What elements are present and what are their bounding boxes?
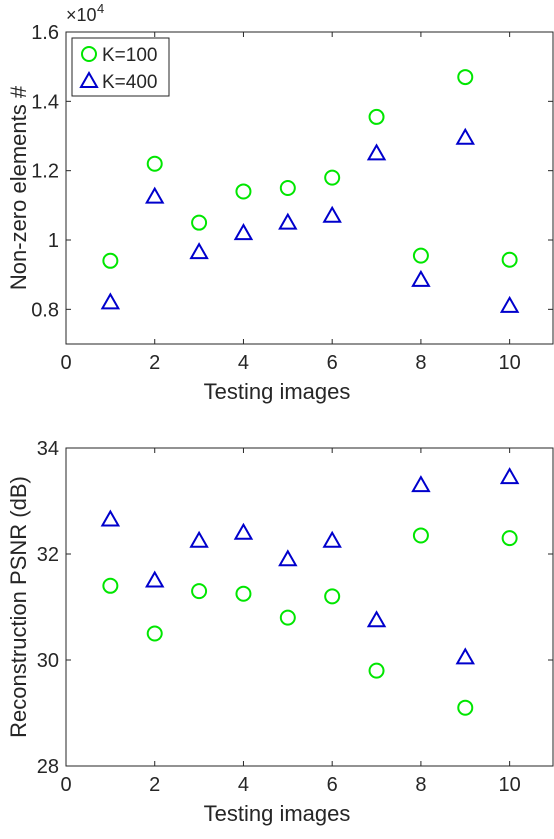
x-tick-label: 10 [499, 352, 521, 374]
data-point [457, 69, 474, 86]
legend-marker [81, 46, 97, 62]
y-tick-label: 34 [37, 438, 59, 460]
exponent-power: 4 [97, 1, 104, 16]
legend: K=100 K=400 [71, 37, 170, 97]
x-tick-label: 10 [499, 774, 521, 796]
y-tick-label: 1.2 [31, 161, 59, 183]
series-1 [102, 69, 518, 269]
data-point [145, 570, 165, 588]
data-point [412, 527, 429, 544]
data-point [322, 205, 342, 223]
data-point [191, 583, 208, 600]
x-tick-label: 8 [415, 774, 426, 796]
data-point [146, 625, 163, 642]
data-point [145, 186, 165, 204]
x-tick-label: 6 [327, 774, 338, 796]
data-point [278, 549, 298, 567]
data-point [501, 251, 518, 268]
y-tick-label: 28 [37, 756, 59, 778]
data-point [102, 252, 119, 269]
chart-panel-2: 0 2 4 6 8 10 28 30 32 34 Testing images Reconstruct… [6, 438, 554, 826]
series-2 [100, 467, 520, 665]
data-point [100, 292, 121, 310]
x-tick-label: 2 [149, 352, 160, 374]
axes-box [65, 447, 554, 767]
data-point [411, 475, 431, 493]
data-point [235, 183, 252, 200]
data-point [366, 610, 387, 628]
data-point [455, 647, 475, 665]
data-point [322, 530, 342, 548]
series-2 [100, 127, 520, 313]
data-point [411, 269, 431, 287]
x-tick-label: 4 [238, 352, 249, 374]
chart-panel-1: 0 2 4 6 8 10 0.8 1 1.2 1.4 1.6 Testing images Non-ze… [6, 1, 554, 404]
y-tick-label: 0.8 [31, 299, 59, 321]
x-tick-label: 0 [60, 352, 71, 374]
y-tick-label: 1.4 [31, 91, 59, 113]
x-tick-label: 0 [60, 774, 71, 796]
data-point [324, 588, 341, 605]
y-tick-label: 32 [37, 544, 59, 566]
y-tick-label: 30 [37, 650, 59, 672]
data-point [457, 699, 474, 716]
y-tick-label: 1.6 [31, 22, 59, 44]
data-point [499, 467, 520, 485]
axes-box [65, 31, 554, 345]
legend-marker [79, 70, 99, 88]
data-point [412, 247, 429, 264]
y-tick-label: 1 [48, 230, 59, 252]
x-tick-label: 2 [149, 774, 160, 796]
data-point [191, 214, 208, 231]
x-tick-label: 4 [238, 774, 249, 796]
y-axis-label: Non-zero elements # [6, 85, 31, 290]
data-point [499, 295, 520, 313]
x-axis-label: Testing images [204, 379, 351, 404]
data-point [233, 522, 254, 540]
data-point [324, 169, 341, 186]
x-tick-label: 6 [327, 352, 338, 374]
x-axis-label: Testing images [204, 801, 351, 826]
data-point [189, 242, 209, 260]
data-point [102, 577, 119, 594]
y-axis-label: Reconstruction PSNR (dB) [6, 476, 31, 738]
data-point [279, 609, 296, 626]
x-tick-label: 8 [415, 352, 426, 374]
data-point [501, 530, 518, 547]
data-point [368, 662, 385, 679]
legend-label: K=400 [102, 72, 157, 93]
data-point [189, 530, 209, 548]
data-point [368, 108, 385, 125]
data-point [100, 509, 121, 527]
data-point [455, 127, 475, 145]
exponent-label: ×10 [66, 5, 97, 25]
data-point [366, 143, 387, 161]
data-point [278, 212, 298, 230]
data-point [146, 155, 163, 172]
series-1 [102, 527, 518, 716]
legend-label: K=100 [102, 45, 157, 66]
data-point [279, 180, 296, 196]
data-point [235, 585, 252, 602]
data-point [233, 223, 254, 241]
